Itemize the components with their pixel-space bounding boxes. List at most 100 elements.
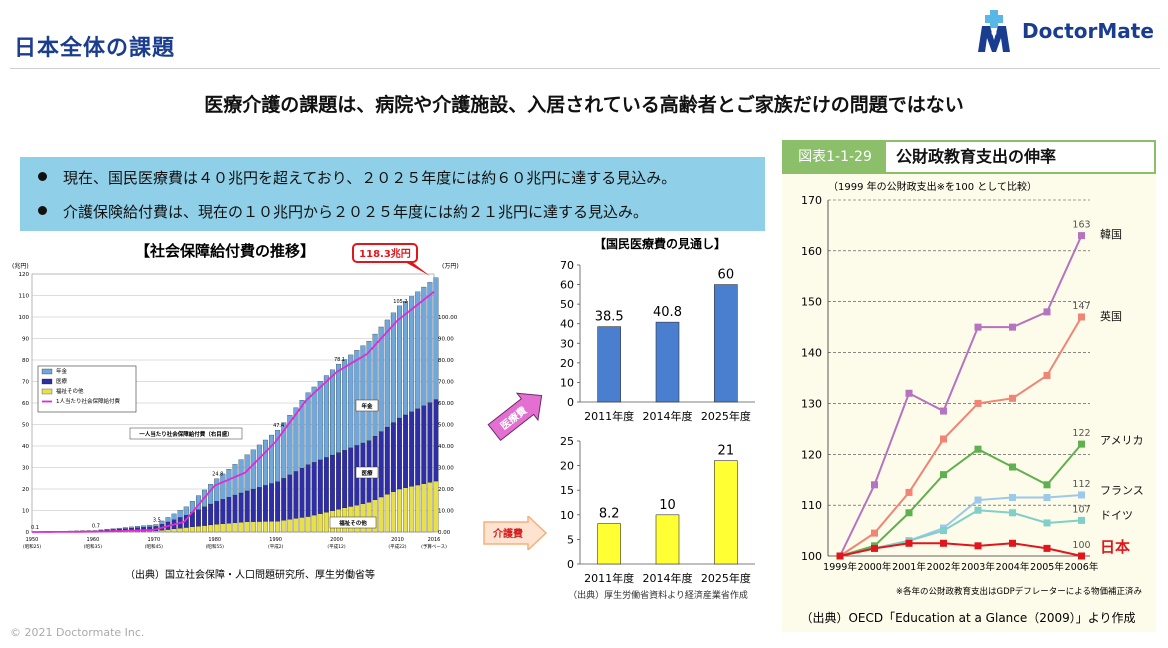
bar-segment [250,449,256,490]
inner-label: 年金 [361,402,373,410]
bar-segment [281,520,287,533]
bullet-item: 介護保険給付費は、現在の１０兆円から２０２５年度には約２１兆円に達する見込み。 [38,201,648,222]
data-point [974,542,982,550]
y-tick-label: 40 [22,444,29,450]
bar-segment [317,513,323,533]
bar-segment [275,481,281,522]
bar-segment [220,499,226,524]
data-point [940,471,947,479]
series-name: 英国 [1100,309,1122,323]
bar-segment [116,527,122,530]
x-tick-label: 2005年 [1030,561,1064,573]
page-subtitle: 医療介護の課題は、病院や介護施設、入居されている高齢者とご家族だけの問題ではない [204,94,964,116]
bar-segment [153,524,159,527]
bar-segment [348,447,354,507]
y-tick-label: 0 [567,396,574,409]
x-tick-label: 2011年度 [584,409,634,423]
x-tick-sublabel: (昭和45) [145,543,163,550]
bar-segment [390,312,396,423]
data-point [1009,394,1016,402]
bar-segment [427,402,433,483]
data-label: 78.1 [334,357,345,363]
bar-segment [336,363,342,453]
panel-header: 図表1-1-29 公財政教育支出の伸率 [782,140,1156,174]
data-point [1009,539,1016,547]
bar-segment [256,521,262,533]
x-tick-sublabel: (昭和35) [84,543,102,550]
y-tick-label: 100 [19,315,30,321]
y-tick-label: 30 [560,337,574,350]
bar-segment [159,530,165,533]
bar-segment [305,392,311,465]
data-point [905,488,913,496]
data-point [940,527,947,535]
bar-segment [232,494,238,523]
series-line [839,443,1083,557]
bar-segment [269,483,275,522]
bar-segment [122,527,128,529]
x-tick-label: 2025年度 [701,409,751,423]
data-label: 24.8 [212,472,223,478]
medical-cost-chart: 【国民医療費の見通し】 0 10 20 30 40 50 60 70 38.5 2011年度 40.… [560,236,755,423]
bar-segment [287,519,293,533]
data-point [1078,552,1085,560]
bar-segment [323,457,329,513]
bar-segment [409,486,415,533]
data-point [871,529,878,537]
bar-segment [135,526,141,528]
data-point [1043,308,1051,316]
bar-segment [421,286,427,406]
bar-segment [372,333,378,437]
legend-box [37,365,137,413]
bar-segment [202,506,208,526]
y-tick-label: 30 [22,466,29,472]
data-point [836,552,844,560]
y-tick-label: 60 [560,279,574,292]
bar [597,326,621,403]
x-tick-label: 2014年度 [643,409,693,423]
series-name: 日本 [1100,538,1130,556]
bar-segment [262,439,268,486]
x-tick-label: 2010 [391,537,404,543]
bar-segment [141,530,147,533]
data-point [1043,494,1051,502]
y-unit-left: (兆円) [12,262,29,270]
bullet-dot-icon [38,206,47,215]
data-point [1078,440,1085,448]
bar-segment [104,529,110,531]
legend-label: 医療 [56,377,68,385]
bar [597,523,621,565]
education-spending-chart: （1999 年の公財政支出※を100 として比較） 100 110 120 130 14… [800,180,1143,625]
logo-text: DoctorMate [1022,19,1154,43]
y-tick-label: 10 [22,509,29,515]
bar-segment [238,492,244,523]
inner-label: 一人当たり社会保障給付費（右目盛） [139,430,233,438]
y-tick-label: 130 [801,397,822,410]
bar-segment [366,340,372,441]
bar-segment [305,464,311,517]
chart-title: 【国民医療費の見通し】 [594,236,726,251]
bar-segment [384,426,390,495]
bar-segment [311,386,317,463]
bar [714,460,738,565]
y-tick-label: 50 [22,423,29,429]
bar-segment [427,482,433,533]
chart-subtitle: （1999 年の公財政支出※を100 として比較） [828,180,1037,193]
data-label: 105.2 [393,299,407,305]
bar-segment [232,522,238,533]
bar-segment [323,375,329,458]
series-line [839,542,1082,557]
bar-segment [226,497,232,524]
data-point [1009,494,1016,502]
x-tick-label: 2001年 [892,561,926,573]
data-point [1009,463,1016,471]
title-divider [10,68,1160,69]
arrow-shape [487,392,543,442]
bar-segment [220,473,226,500]
bar-segment [378,431,384,498]
inner-label: 医療 [361,469,373,477]
bar-segment [141,525,147,528]
bar-segment [390,422,396,492]
inner-label-box [355,399,379,412]
y-tick-label: 90 [22,337,29,343]
